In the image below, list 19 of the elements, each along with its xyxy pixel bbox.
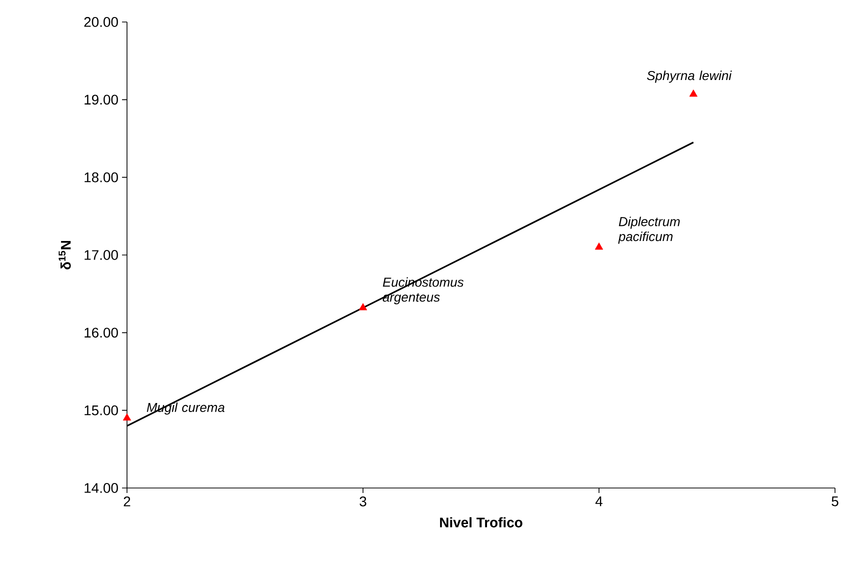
x-axis-title: Nivel Trofico <box>440 517 522 528</box>
point <box>358 303 368 310</box>
point <box>594 242 604 250</box>
y-tick-label: 14.00 <box>84 483 118 493</box>
y-tick-label: 15.00 <box>84 405 118 416</box>
x-tick-label: 2 <box>124 496 130 506</box>
point <box>689 90 698 97</box>
x-tick-label: 3 <box>360 496 366 506</box>
annotation: Sphyrna lewini <box>646 70 732 83</box>
x-tick-label: 4 <box>595 496 602 506</box>
y-tick-label: 18.00 <box>84 172 118 182</box>
y-tick-label: 16.00 <box>84 328 118 338</box>
y-tick-label: 19.00 <box>84 94 118 105</box>
y-tick-label: 20.00 <box>84 17 118 27</box>
y-tick-label: 17.00 <box>84 250 118 260</box>
y-axis-title: δ$^{15}$N <box>58 240 71 270</box>
annotation: Diplectrum pacificum <box>618 216 680 244</box>
x-tick-label: 5 <box>832 496 838 506</box>
point <box>122 413 132 421</box>
